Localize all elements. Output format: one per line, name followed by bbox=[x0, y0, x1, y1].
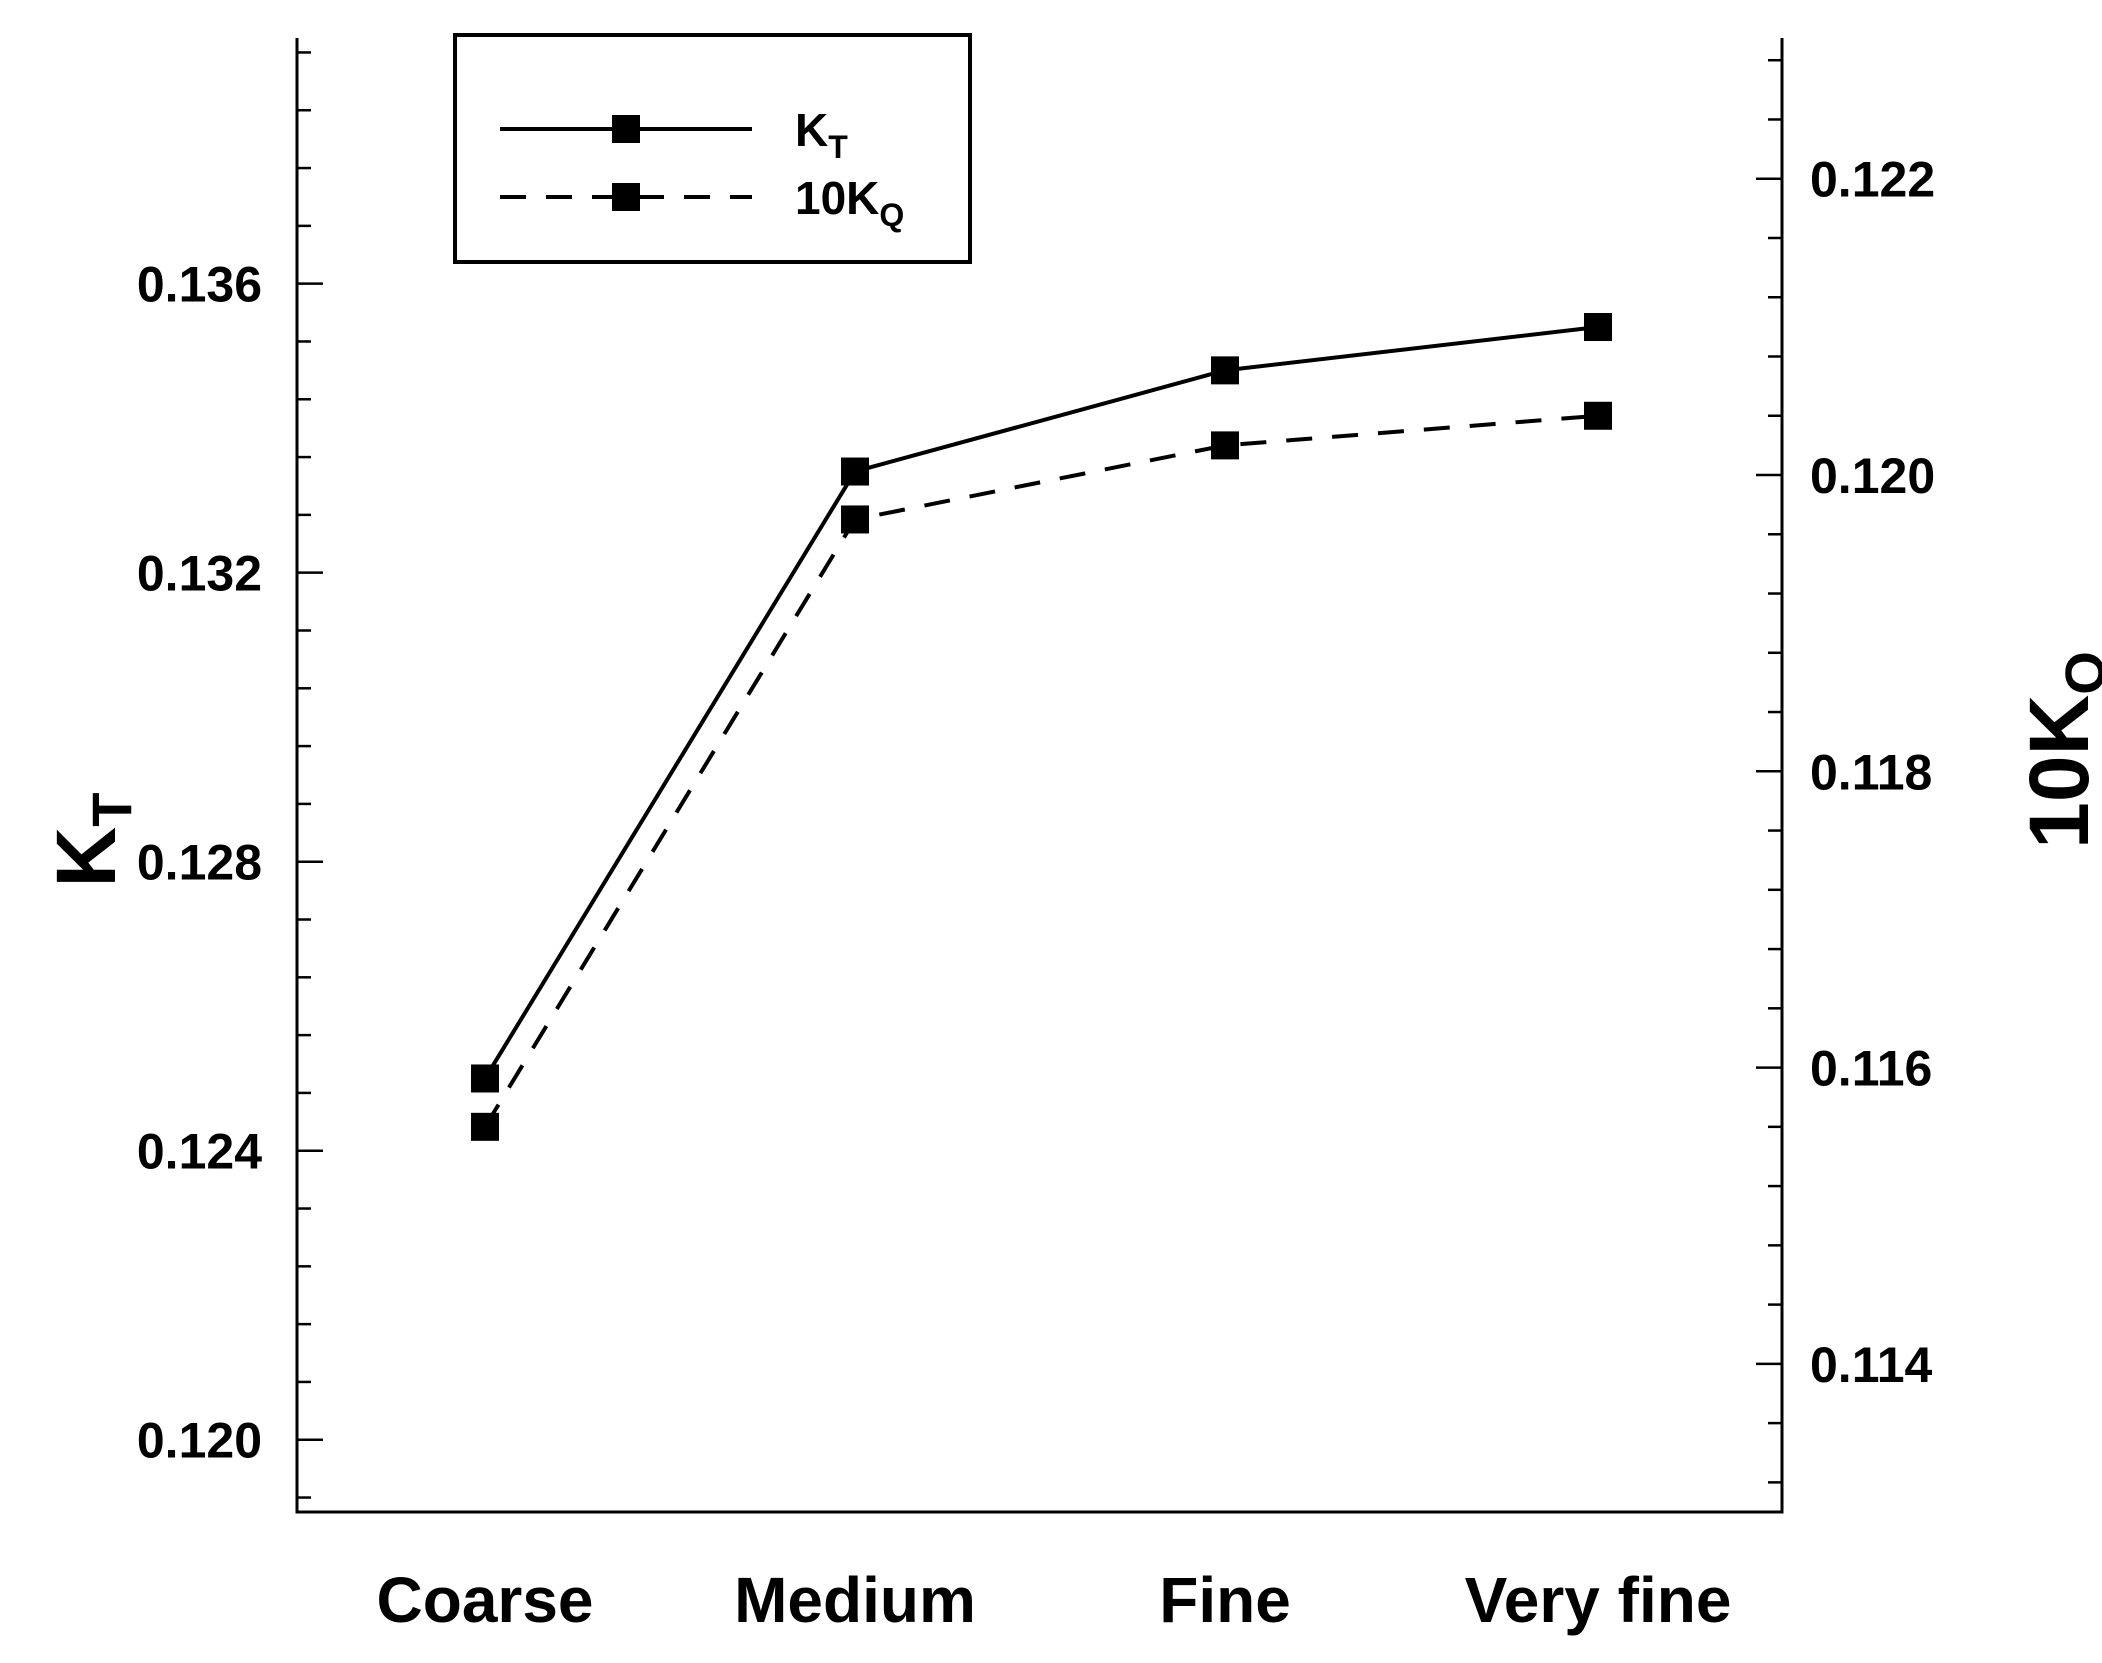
data-point-kt bbox=[471, 1064, 499, 1093]
series-line-kt bbox=[483, 325, 1599, 1080]
data-point-kq bbox=[471, 1112, 499, 1141]
left-tick-label: 0.132 bbox=[137, 546, 262, 602]
data-point-kq bbox=[1584, 401, 1612, 430]
x-tick-label: Fine bbox=[1159, 1564, 1291, 1636]
x-tick-label: Coarse bbox=[377, 1564, 594, 1636]
legend-marker-kq bbox=[612, 183, 640, 211]
legend-label-kt: KT bbox=[795, 104, 848, 165]
left-tick-label: 0.128 bbox=[137, 835, 262, 891]
left-tick-label: 0.124 bbox=[137, 1124, 262, 1180]
data-series bbox=[471, 313, 1612, 1141]
series-line-kq bbox=[483, 413, 1599, 1128]
left-axis-title: KT bbox=[39, 793, 143, 888]
data-point-kt bbox=[1584, 313, 1612, 342]
legend-box bbox=[453, 33, 972, 264]
left-tick-label: 0.120 bbox=[137, 1413, 262, 1469]
data-point-kq bbox=[841, 505, 869, 534]
legend-label-kq: 10KQ bbox=[795, 172, 904, 233]
right-tick-label: 0.122 bbox=[1810, 152, 1935, 208]
x-tick-label: Medium bbox=[734, 1564, 976, 1636]
data-point-kq bbox=[1211, 431, 1239, 460]
axis-ticks: 0.120 0.124 0.128 0.132 0.136 0.114 0.116 0.118… bbox=[137, 51, 1935, 1636]
data-point-kt bbox=[1211, 356, 1239, 385]
right-tick-label: 0.114 bbox=[1810, 1337, 1933, 1393]
left-tick-label: 0.136 bbox=[137, 257, 262, 313]
right-axis-title: 10KQ bbox=[2012, 651, 2102, 849]
legend: KT 10KQ bbox=[453, 33, 972, 264]
right-tick-label: 0.120 bbox=[1810, 448, 1935, 504]
legend-marker-kt bbox=[612, 115, 640, 143]
right-tick-label: 0.116 bbox=[1810, 1041, 1932, 1097]
right-tick-label: 0.118 bbox=[1810, 744, 1932, 800]
x-tick-label: Very fine bbox=[1465, 1564, 1732, 1636]
data-point-kt bbox=[841, 457, 869, 486]
